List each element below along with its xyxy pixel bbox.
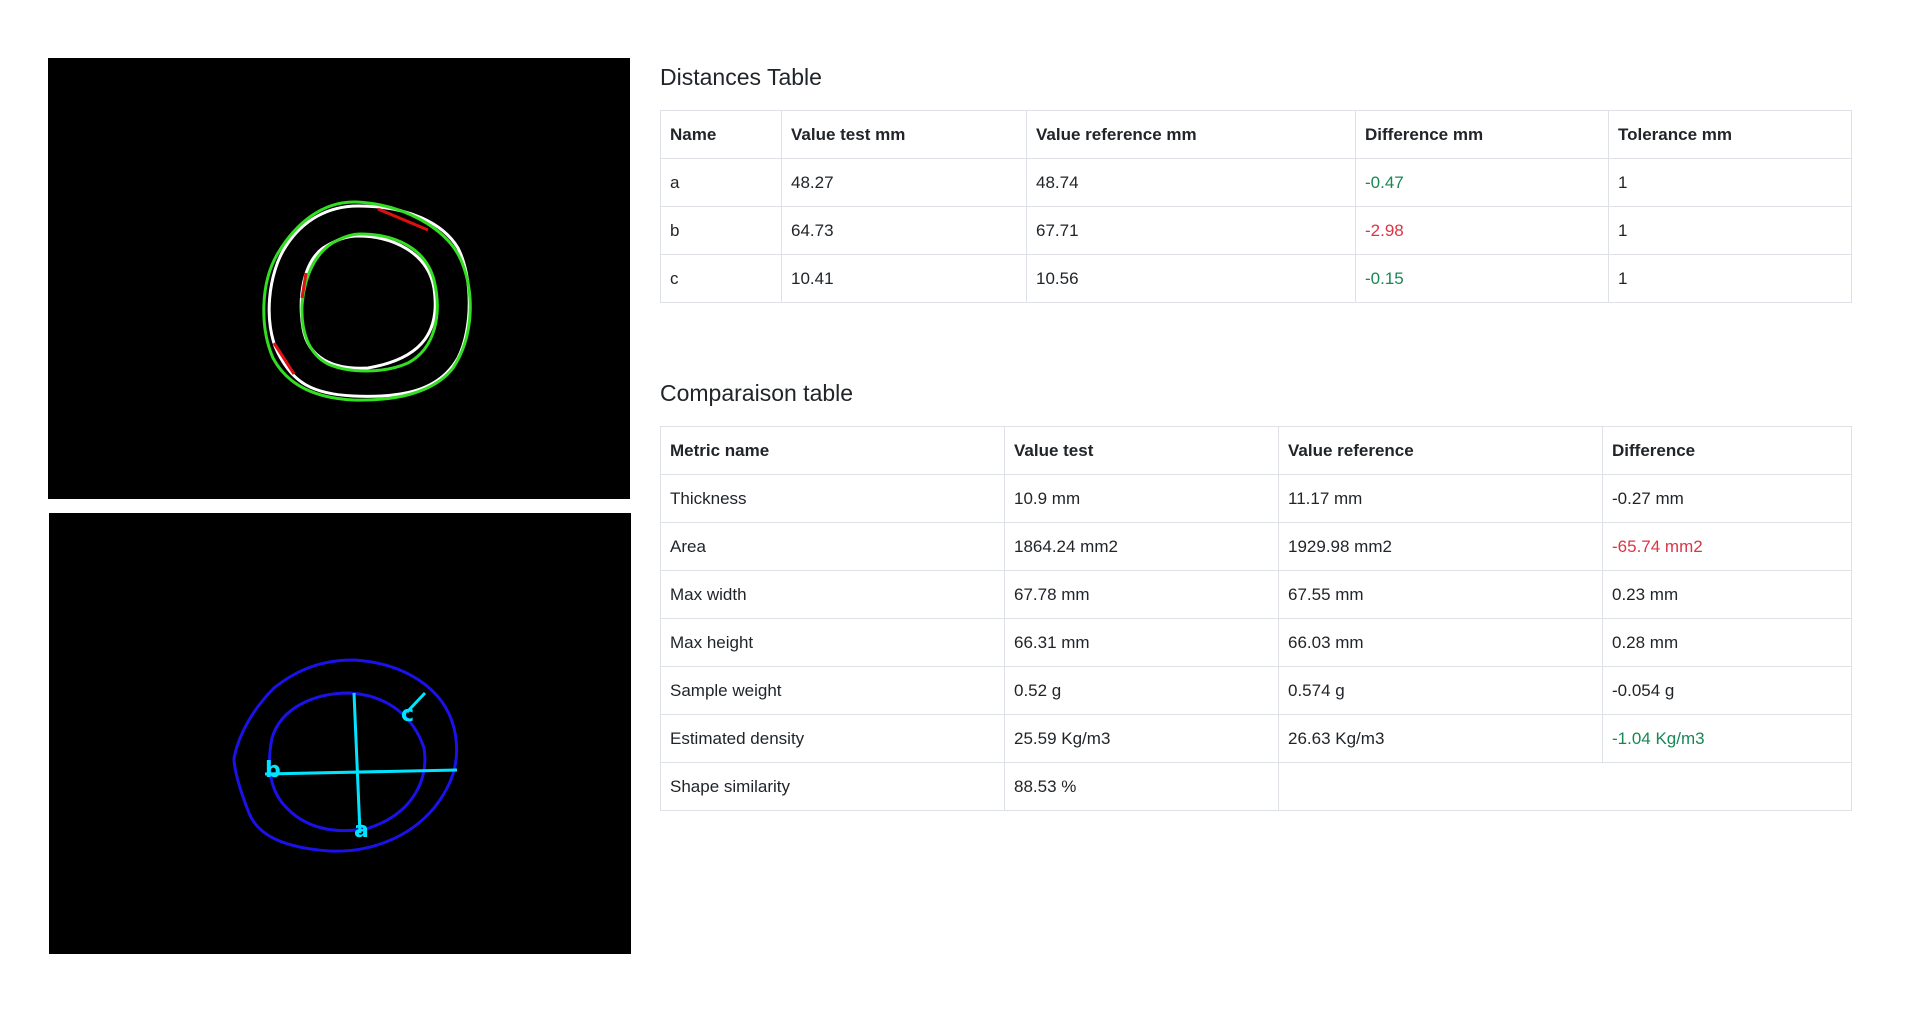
difference-cell: -0.15: [1355, 254, 1609, 303]
metric-name-cell: Area: [660, 522, 1005, 571]
value-reference-cell: 67.55 mm: [1278, 570, 1603, 619]
measurement-drawing: a b c: [232, 658, 459, 853]
difference-cell: -1.04 Kg/m3: [1602, 714, 1852, 763]
value-test-cell: 10.9 mm: [1004, 474, 1279, 523]
difference-cell: -0.054 g: [1602, 666, 1852, 715]
comparison-table-title: Comparaison table: [660, 380, 854, 406]
measure-line-a: [352, 692, 362, 834]
tolerance-cell: 1: [1608, 158, 1852, 207]
deviation-segment-top: [377, 207, 429, 232]
value-test-cell: 25.59 Kg/m3: [1004, 714, 1279, 763]
value-test-cell: 1864.24 mm2: [1004, 522, 1279, 571]
value-test-cell: 10.41: [781, 254, 1027, 303]
table-row: c 10.41 10.56 -0.15 1: [660, 254, 1852, 303]
difference-cell: 0.28 mm: [1602, 618, 1852, 667]
distances-table-title: Distances Table: [660, 64, 822, 90]
measure-line-b: [264, 768, 458, 776]
distance-name-cell: b: [660, 206, 782, 255]
value-test-cell: 64.73: [781, 206, 1027, 255]
contour-overlay-image: [48, 58, 630, 499]
column-header: Difference mm: [1355, 110, 1609, 159]
column-header: Value reference mm: [1026, 110, 1356, 159]
test-outer-outline: [262, 200, 472, 402]
metric-name-cell: Shape similarity: [660, 762, 1005, 811]
contour-overlay-drawing: [262, 200, 472, 402]
measure-line-c: [405, 691, 427, 714]
distance-name-cell: c: [660, 254, 782, 303]
outer-contour: [232, 658, 459, 853]
distance-name-cell: a: [660, 158, 782, 207]
metric-name-cell: Estimated density: [660, 714, 1005, 763]
table-header-row: Name Value test mm Value reference mm Di…: [660, 110, 1852, 159]
value-reference-cell: 48.74: [1026, 158, 1356, 207]
value-test-cell: 48.27: [781, 158, 1027, 207]
value-reference-cell: 26.63 Kg/m3: [1278, 714, 1603, 763]
difference-cell: -0.27 mm: [1602, 474, 1852, 523]
table-header-row: Metric name Value test Value reference D…: [660, 426, 1852, 475]
value-reference-cell: 1929.98 mm2: [1278, 522, 1603, 571]
table-row: Area 1864.24 mm2 1929.98 mm2 -65.74 mm2: [660, 522, 1852, 571]
value-reference-cell: 67.71: [1026, 206, 1356, 255]
column-header: Value reference: [1278, 426, 1603, 475]
deviation-segment-inner-left: [300, 272, 308, 299]
value-reference-cell: 66.03 mm: [1278, 618, 1603, 667]
metric-name-cell: Thickness: [660, 474, 1005, 523]
column-header: Value test: [1004, 426, 1279, 475]
tolerance-cell: 1: [1608, 206, 1852, 255]
value-test-cell: 67.78 mm: [1004, 570, 1279, 619]
reference-outer-outline: [267, 204, 471, 398]
reference-inner-outline: [299, 234, 437, 370]
difference-cell: -0.47: [1355, 158, 1609, 207]
value-reference-cell: 0.574 g: [1278, 666, 1603, 715]
table-row: Thickness 10.9 mm 11.17 mm -0.27 mm: [660, 474, 1852, 523]
column-header: Name: [660, 110, 782, 159]
metric-name-cell: Sample weight: [660, 666, 1005, 715]
table-row: Max width 67.78 mm 67.55 mm 0.23 mm: [660, 570, 1852, 619]
table-row: Max height 66.31 mm 66.03 mm 0.28 mm: [660, 618, 1852, 667]
test-inner-outline: [300, 232, 439, 373]
metric-name-cell: Max height: [660, 618, 1005, 667]
difference-cell: 0.23 mm: [1602, 570, 1852, 619]
table-row: a 48.27 48.74 -0.47 1: [660, 158, 1852, 207]
column-header: Difference: [1602, 426, 1852, 475]
tolerance-cell: 1: [1608, 254, 1852, 303]
value-test-cell: 0.52 g: [1004, 666, 1279, 715]
measure-label-a: a: [354, 818, 369, 843]
value-reference-cell: 10.56: [1026, 254, 1356, 303]
difference-cell: -65.74 mm2: [1602, 522, 1852, 571]
value-reference-cell: 11.17 mm: [1278, 474, 1603, 523]
measure-label-c: c: [401, 702, 414, 727]
metric-name-cell: Max width: [660, 570, 1005, 619]
difference-cell: -2.98: [1355, 206, 1609, 255]
deviation-segment-outer-left: [272, 342, 296, 375]
table-row: Sample weight 0.52 g 0.574 g -0.054 g: [660, 666, 1852, 715]
column-header: Tolerance mm: [1608, 110, 1852, 159]
table-row: Shape similarity 88.53 %: [660, 762, 1852, 811]
empty-merged-cell: [1278, 762, 1852, 811]
table-row: b 64.73 67.71 -2.98 1: [660, 206, 1852, 255]
value-test-cell: 66.31 mm: [1004, 618, 1279, 667]
distances-table: Name Value test mm Value reference mm Di…: [660, 110, 1852, 303]
column-header: Metric name: [660, 426, 1005, 475]
table-row: Estimated density 25.59 Kg/m3 26.63 Kg/m…: [660, 714, 1852, 763]
inner-contour: [268, 691, 427, 833]
comparison-table: Metric name Value test Value reference D…: [660, 426, 1852, 811]
measurement-image: a b c: [49, 513, 631, 954]
measure-label-b: b: [265, 758, 281, 783]
column-header: Value test mm: [781, 110, 1027, 159]
value-test-cell: 88.53 %: [1004, 762, 1279, 811]
